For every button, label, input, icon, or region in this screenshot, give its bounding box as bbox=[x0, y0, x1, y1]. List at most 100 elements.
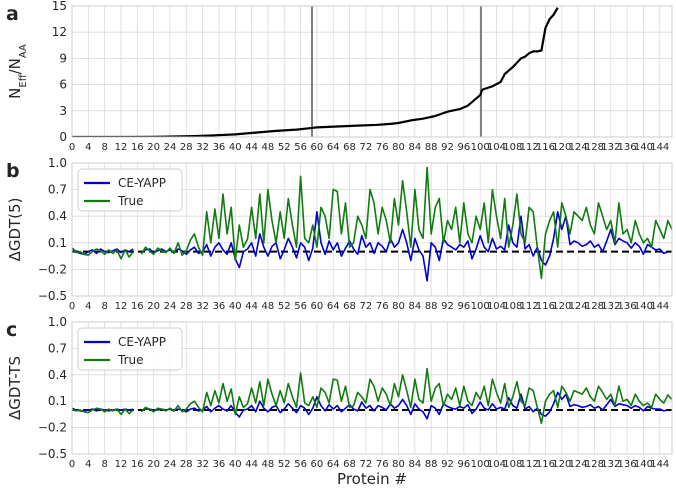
x-tick-label: 120 bbox=[552, 459, 571, 470]
x-tick-label: 88 bbox=[425, 459, 438, 470]
x-tick-label: 12 bbox=[115, 142, 128, 153]
y-tick-label: 6 bbox=[59, 78, 67, 92]
panel-c: −0.5−0.20.10.40.71.00 4 8 12 16 20 24 28 32 36 40 4… bbox=[6, 315, 673, 488]
x-tick-label: 28 bbox=[180, 459, 193, 470]
plot-frame bbox=[71, 162, 673, 297]
x-tick-label: 144 bbox=[650, 459, 669, 470]
x-tick-label: 132 bbox=[601, 301, 620, 312]
x-tick-label: 72 bbox=[360, 459, 373, 470]
x-tick-label: 64 bbox=[327, 459, 340, 470]
x-tick-label: 16 bbox=[131, 142, 144, 153]
x-tick-label: 132 bbox=[601, 459, 620, 470]
x-tick-label: 28 bbox=[180, 142, 193, 153]
y-tick-label: 9 bbox=[59, 51, 67, 65]
x-tick-label: 4 bbox=[85, 142, 91, 153]
x-tick-label: 40 bbox=[229, 142, 242, 153]
y-axis-label: ΔGDT(5) bbox=[6, 198, 24, 262]
x-tick-label: 64 bbox=[327, 301, 340, 312]
x-tick-label: 36 bbox=[213, 142, 226, 153]
legend: CE-YAPP True bbox=[77, 168, 183, 212]
x-tick-label: 32 bbox=[196, 459, 209, 470]
x-tick-label: 20 bbox=[147, 301, 160, 312]
x-tick-label: 108 bbox=[503, 142, 522, 153]
x-tick-label: 112 bbox=[520, 459, 539, 470]
x-tick-label: 68 bbox=[343, 142, 356, 153]
x-tick-label: 88 bbox=[425, 142, 438, 153]
x-tick-label: 116 bbox=[536, 301, 555, 312]
x-tick-label: 140 bbox=[634, 301, 653, 312]
x-tick-label: 84 bbox=[408, 142, 421, 153]
x-tick-label: 52 bbox=[278, 459, 291, 470]
x-tick-label: 44 bbox=[245, 142, 258, 153]
x-tick-label: 140 bbox=[634, 459, 653, 470]
y-tick-label: −0.5 bbox=[38, 289, 67, 303]
x-tick-label: 100 bbox=[471, 301, 490, 312]
x-tick-label: 56 bbox=[294, 459, 307, 470]
x-tick-label: 76 bbox=[376, 301, 389, 312]
x-tick-label: 104 bbox=[487, 142, 506, 153]
x-tick-label: 80 bbox=[392, 142, 405, 153]
x-tick-label: 0 bbox=[69, 301, 75, 312]
x-tick-label: 108 bbox=[503, 459, 522, 470]
y-axis-label: NEff/NAA bbox=[6, 44, 29, 99]
x-tick-label: 24 bbox=[164, 142, 177, 153]
panel-letter: b bbox=[6, 160, 20, 182]
x-tick-label: 44 bbox=[245, 301, 258, 312]
x-tick-label: 136 bbox=[618, 301, 637, 312]
x-tick-label: 120 bbox=[552, 142, 571, 153]
x-tick-label: 16 bbox=[131, 459, 144, 470]
x-tick-label: 76 bbox=[376, 142, 389, 153]
x-tick-label: 64 bbox=[327, 142, 340, 153]
x-tick-label: 12 bbox=[115, 301, 128, 312]
x-tick-label: 144 bbox=[650, 301, 669, 312]
x-tick-label: 120 bbox=[552, 301, 571, 312]
x-tick-label: 128 bbox=[585, 142, 604, 153]
x-tick-label: 12 bbox=[115, 459, 128, 470]
x-tick-label: 56 bbox=[294, 301, 307, 312]
x-tick-label: 52 bbox=[278, 142, 291, 153]
x-tick-label: 92 bbox=[441, 142, 454, 153]
x-tick-label: 8 bbox=[101, 459, 107, 470]
grid bbox=[71, 162, 672, 297]
legend-label: CE-YAPP bbox=[118, 335, 166, 349]
y-axis-label: ΔGDT-TS bbox=[6, 356, 24, 420]
x-tick-label: 48 bbox=[262, 142, 275, 153]
x-tick-label: 124 bbox=[569, 142, 588, 153]
x-tick-label: 40 bbox=[229, 301, 242, 312]
x-axis-label: Protein # bbox=[337, 470, 407, 488]
plot-frame bbox=[71, 321, 673, 455]
x-tick-label: 24 bbox=[164, 459, 177, 470]
x-tick-label: 112 bbox=[520, 142, 539, 153]
x-tick-label: 96 bbox=[457, 459, 470, 470]
x-tick-label: 128 bbox=[585, 459, 604, 470]
x-tick-label: 88 bbox=[425, 301, 438, 312]
x-tick-label: 52 bbox=[278, 301, 291, 312]
x-tick-label: 132 bbox=[601, 142, 620, 153]
plot-frame bbox=[71, 5, 673, 138]
x-tick-label: 48 bbox=[262, 459, 275, 470]
x-tick-label: 24 bbox=[164, 301, 177, 312]
x-tick-label: 4 bbox=[85, 301, 91, 312]
x-tick-label: 36 bbox=[213, 459, 226, 470]
series-line-true bbox=[72, 166, 672, 280]
legend-label: CE-YAPP bbox=[118, 176, 166, 190]
x-tick-label: 100 bbox=[471, 459, 490, 470]
x-tick-label: 8 bbox=[101, 142, 107, 153]
x-tick-label: 68 bbox=[343, 301, 356, 312]
panel-b: −0.5−0.20.10.40.71.00 4 8 12 16 20 24 28 32 36 40 4… bbox=[6, 156, 673, 312]
x-tick-label: 48 bbox=[262, 301, 275, 312]
x-tick-label: 72 bbox=[360, 142, 373, 153]
y-tick-label: 0.7 bbox=[48, 341, 67, 355]
x-tick-label: 124 bbox=[569, 459, 588, 470]
x-tick-label: 144 bbox=[650, 142, 669, 153]
x-tick-label: 36 bbox=[213, 301, 226, 312]
grid bbox=[71, 5, 672, 138]
x-tick-label: 136 bbox=[618, 459, 637, 470]
x-tick-label: 16 bbox=[131, 301, 144, 312]
x-tick-label: 92 bbox=[441, 301, 454, 312]
x-tick-label: 68 bbox=[343, 459, 356, 470]
x-tick-label: 56 bbox=[294, 142, 307, 153]
x-tick-label: 100 bbox=[471, 142, 490, 153]
series-line-curve bbox=[72, 7, 559, 137]
